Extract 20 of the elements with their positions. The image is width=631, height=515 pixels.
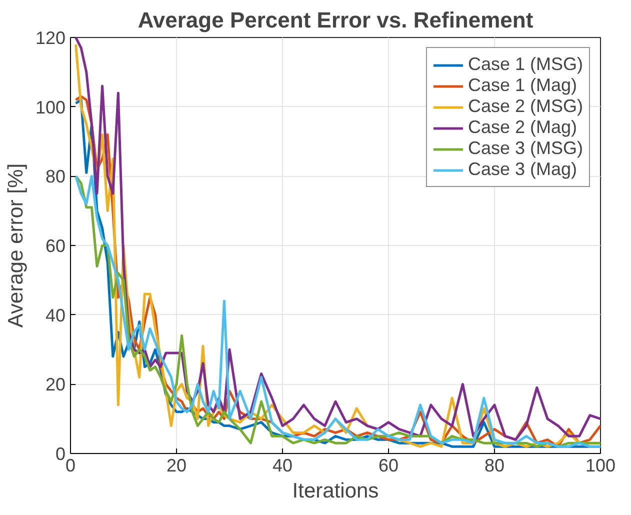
x-tick-label: 20 bbox=[166, 456, 187, 476]
legend-label: Case 1 (MSG) bbox=[468, 54, 583, 75]
y-tick-label: 80 bbox=[45, 166, 66, 187]
x-tick-label: 80 bbox=[484, 456, 505, 476]
y-axis-title: Average error [%] bbox=[4, 163, 28, 328]
y-tick-label: 100 bbox=[35, 97, 66, 118]
x-axis-title: Iterations bbox=[292, 480, 379, 502]
legend-label: Case 2 (Mag) bbox=[468, 117, 578, 138]
y-tick-label: 40 bbox=[45, 305, 66, 326]
x-tick-label: 40 bbox=[272, 456, 293, 476]
x-tick-label: 100 bbox=[585, 456, 616, 476]
legend-label: Case 3 (MSG) bbox=[468, 138, 583, 159]
y-tick-label: 20 bbox=[45, 374, 66, 395]
chart-title: Average Percent Error vs. Refinement bbox=[138, 8, 534, 32]
legend-label: Case 1 (Mag) bbox=[468, 75, 578, 96]
legend-label: Case 2 (MSG) bbox=[468, 96, 583, 117]
x-tick-label: 60 bbox=[378, 456, 399, 476]
y-tick-label: 120 bbox=[35, 28, 66, 48]
y-tick-label: 60 bbox=[45, 236, 66, 256]
legend-label: Case 3 (Mag) bbox=[468, 159, 578, 180]
